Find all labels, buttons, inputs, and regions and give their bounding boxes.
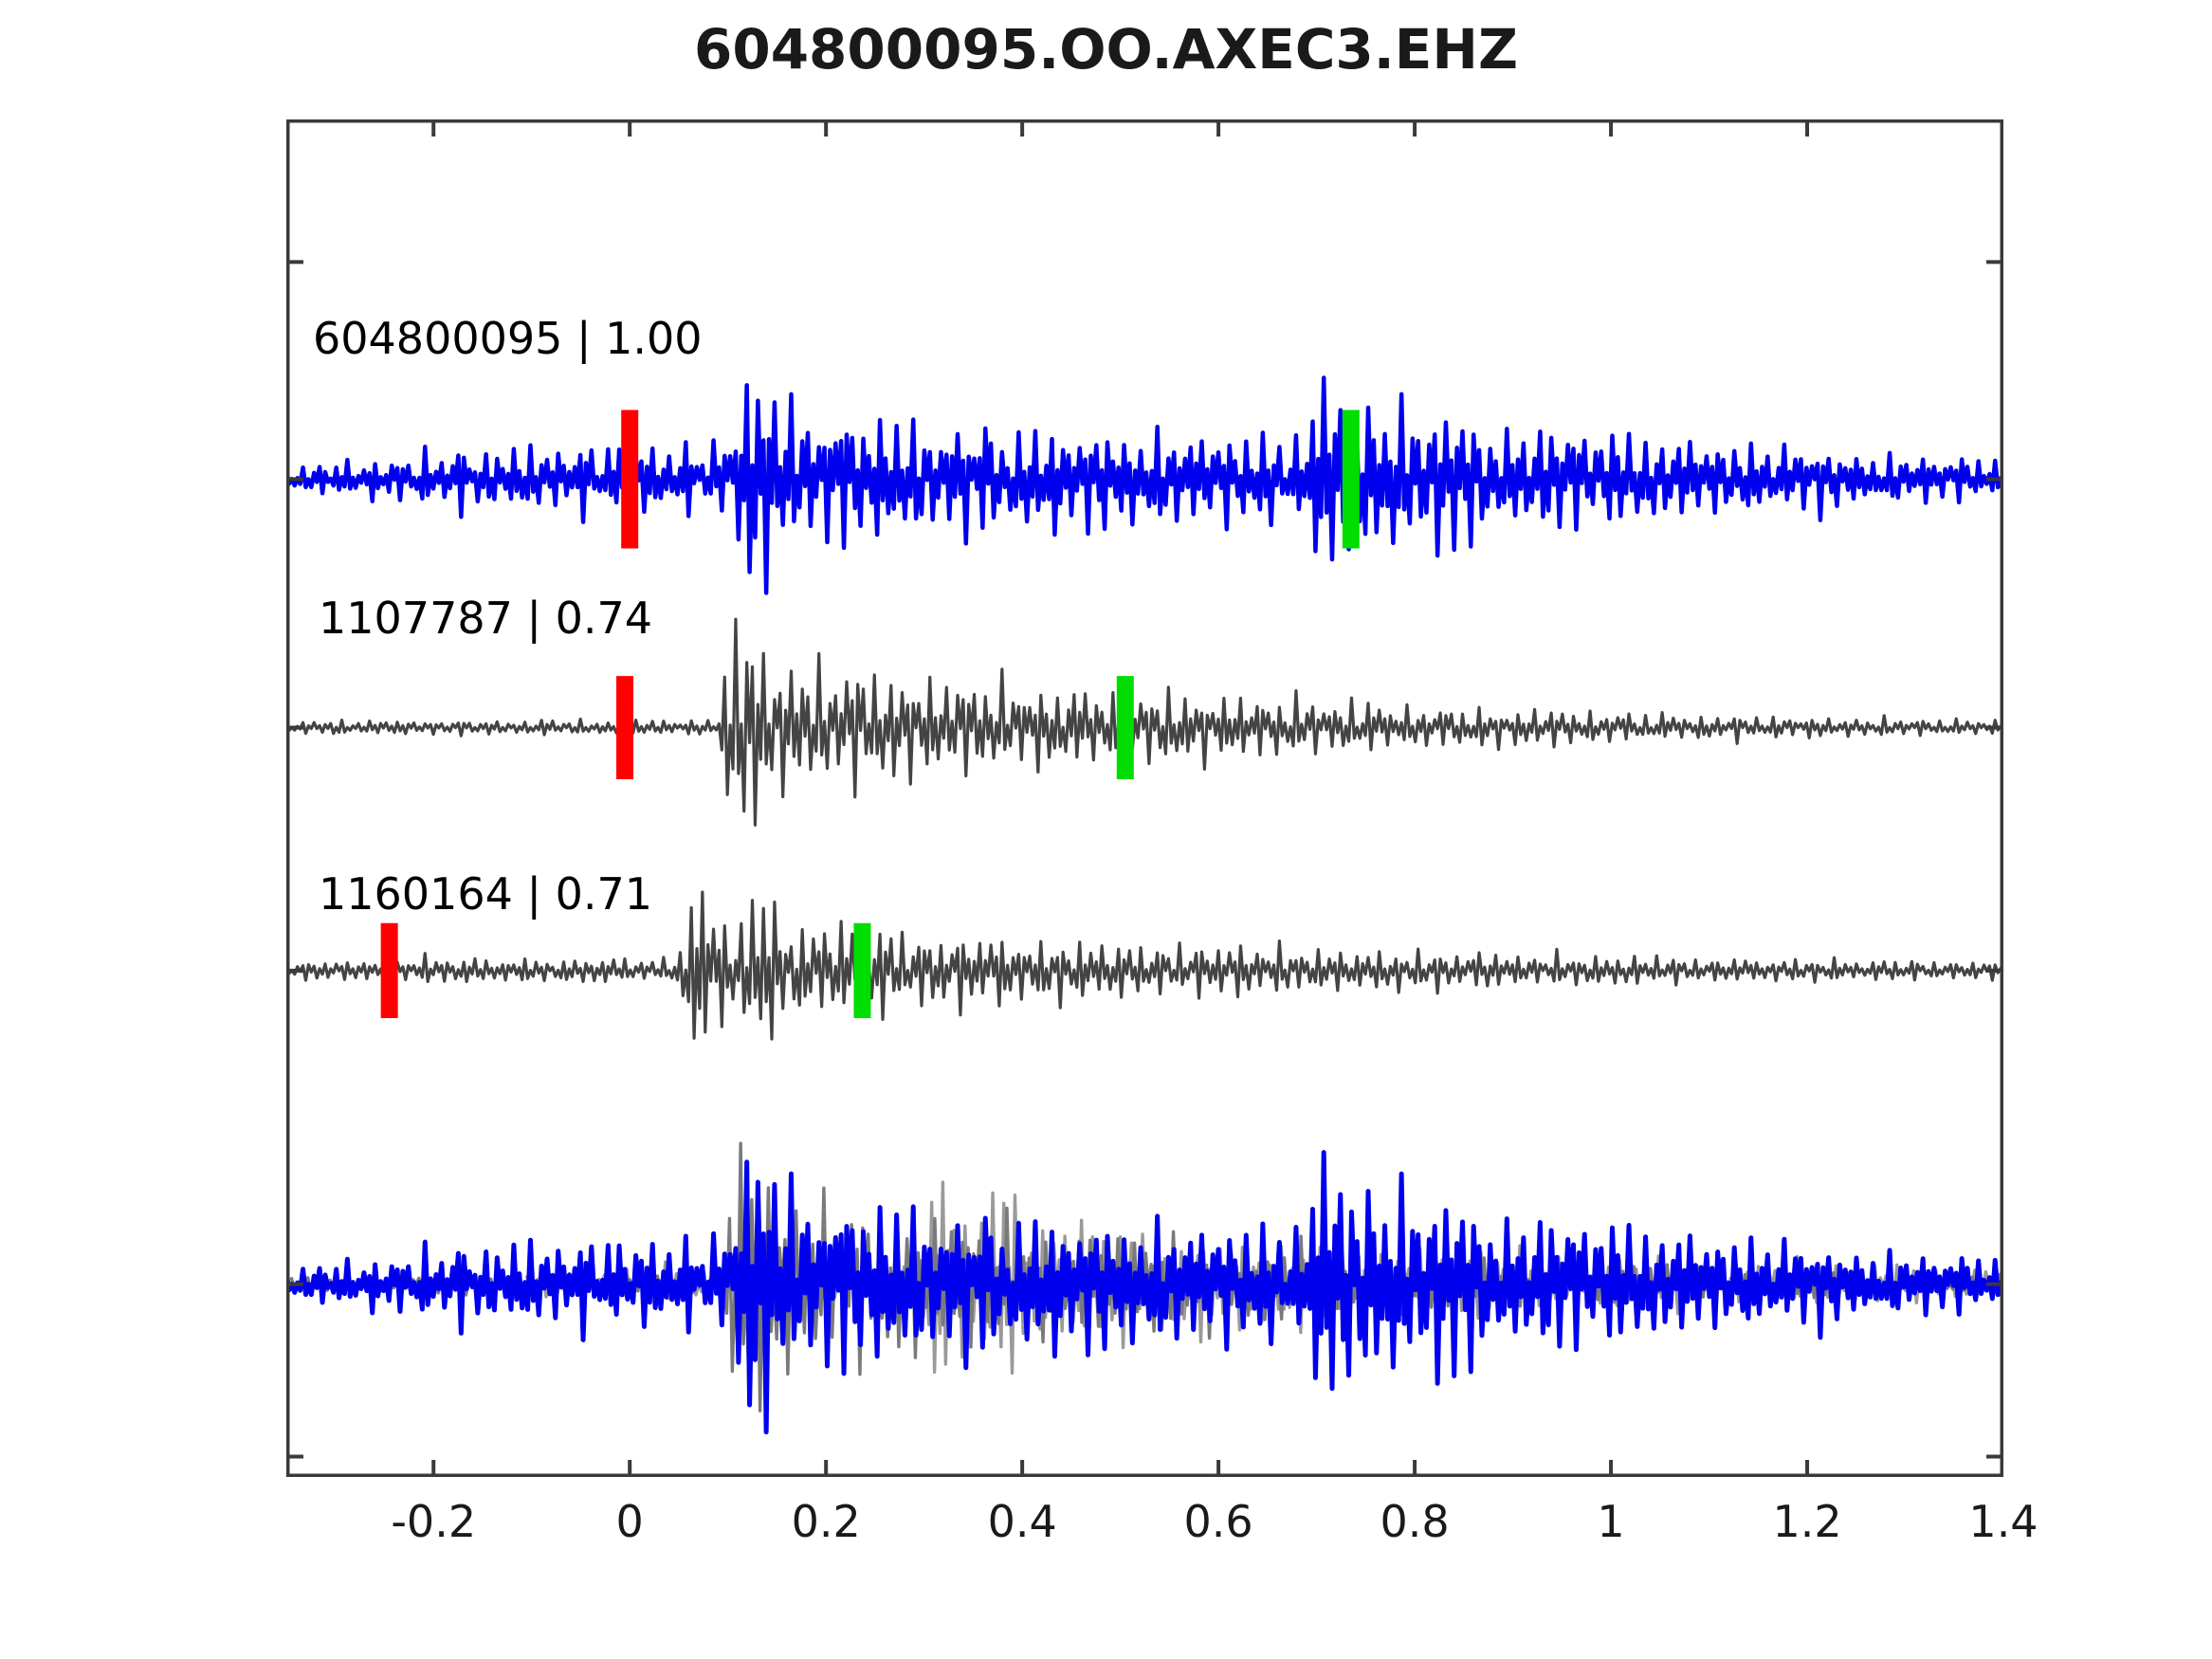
picks-group <box>380 410 1360 1018</box>
plot-area <box>286 119 2003 1477</box>
x-axis-tick-label-1: 0 <box>615 1496 644 1547</box>
x-axis-tick-label-5: 0.8 <box>1380 1496 1450 1547</box>
trace-label-1160164: 1160164 | 0.71 <box>319 868 653 920</box>
p-pick-marker-trace-1 <box>616 676 634 779</box>
s-pick-marker-trace-1 <box>1116 676 1134 779</box>
p-pick-marker-trace-0 <box>621 410 639 549</box>
traces-group <box>286 375 2003 1435</box>
s-pick-marker-trace-0 <box>1342 410 1360 549</box>
trace-label-1107787: 1107787 | 0.74 <box>319 592 653 644</box>
x-axis-tick-label-0: -0.2 <box>391 1496 477 1547</box>
s-pick-marker-trace-2 <box>853 922 871 1018</box>
overlay-trace-0 <box>286 1150 2003 1435</box>
axis-ticks-group <box>286 119 2003 1477</box>
waveform-trace-1 <box>286 617 2003 827</box>
x-axis-tick-label-8: 1.4 <box>1968 1496 2038 1547</box>
waveform-plot-svg <box>286 119 2003 1477</box>
waveform-trace-0 <box>286 375 2003 595</box>
p-pick-marker-trace-2 <box>380 922 398 1018</box>
waveform-trace-2 <box>286 890 2003 1041</box>
x-axis-tick-label-4: 0.6 <box>1183 1496 1253 1547</box>
x-axis-tick-label-7: 1.2 <box>1772 1496 1842 1547</box>
plot-frame <box>286 119 2003 1477</box>
x-axis-tick-label-6: 1 <box>1597 1496 1625 1547</box>
trace-label-604800095: 604800095 | 1.00 <box>313 313 703 364</box>
x-axis-tick-label-3: 0.4 <box>987 1496 1057 1547</box>
page-title: 604800095.OO.AXEC3.EHZ <box>693 17 1518 82</box>
x-axis-tick-label-2: 0.2 <box>791 1496 861 1547</box>
axes-frame <box>286 119 2003 1477</box>
